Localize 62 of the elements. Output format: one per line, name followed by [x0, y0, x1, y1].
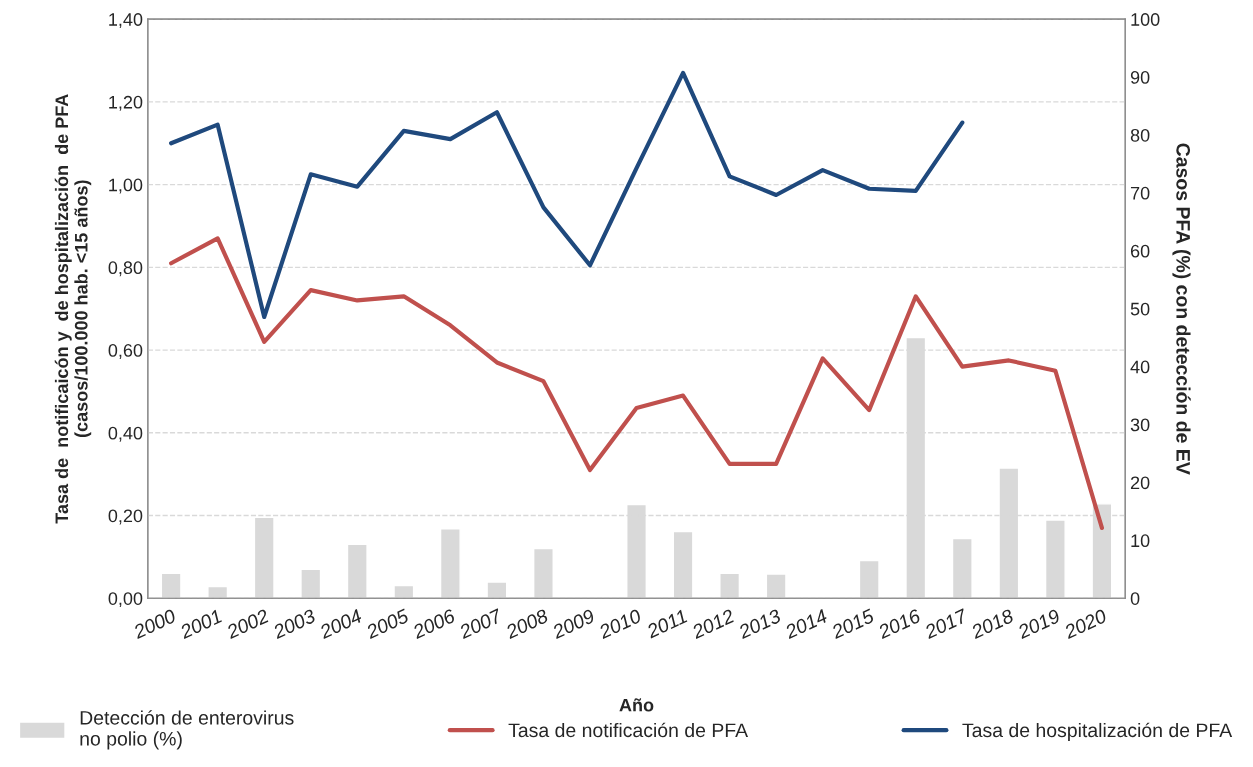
y2-tick-label: 70	[1130, 186, 1150, 200]
y2-tick-label: 90	[1130, 71, 1150, 84]
bar	[393, 584, 415, 599]
x-tick-label: 2008	[504, 608, 550, 640]
x-tick-label: 2003	[271, 608, 317, 640]
x-tick-label: 2010	[597, 608, 643, 640]
x-tick-label: 2001	[178, 609, 223, 640]
bar	[858, 559, 880, 599]
y2-tick-label: 80	[1130, 128, 1150, 142]
bar	[207, 585, 229, 599]
y-tick-label: 0,00	[108, 592, 143, 608]
y-tick-label: 0,20	[108, 509, 143, 525]
x-tick-label: 2004	[318, 608, 363, 640]
bar	[486, 581, 508, 599]
x-tick-label: 2020	[1062, 608, 1108, 640]
bar	[346, 543, 368, 599]
line-series	[169, 70, 965, 320]
y2-tick-label: 20	[1130, 476, 1150, 490]
x-tick-label: 2014	[783, 608, 829, 640]
bar	[300, 568, 322, 599]
y-tick-label: 0,40	[108, 426, 143, 442]
y-axis-title: Tasa de notificaicón y de hospitalización de PFA (casos/100.000 hab. <15 años)	[54, 94, 92, 524]
y-tick-label: 0,60	[108, 344, 143, 359]
y2-tick-label: 30	[1130, 418, 1150, 432]
y-tick-label: 1,40	[109, 13, 143, 29]
bar	[719, 572, 741, 599]
x-tick-label: 2006	[411, 608, 457, 640]
x-tick-label: 2019	[1016, 608, 1062, 640]
y2-tick-label: 50	[1130, 302, 1150, 316]
bar	[765, 573, 787, 599]
y-tick-label: 0,80	[108, 261, 143, 277]
x-tick-label: 2016	[876, 608, 922, 640]
y-tick-label: 1,20	[109, 95, 143, 111]
x-tick-label: 2007	[457, 608, 504, 640]
y-tick-label: 1,00	[109, 178, 143, 194]
x-tick-label: 2017	[923, 608, 969, 640]
x-tick-label: 2012	[690, 608, 736, 640]
x-tick-label: 2011	[645, 609, 688, 639]
bar	[532, 547, 554, 599]
bar	[1044, 519, 1066, 599]
y2-tick-label: 0	[1130, 592, 1140, 605]
y2-tick-label: 100	[1131, 13, 1160, 26]
bar	[951, 537, 973, 599]
legend-label: Tasa de hospitalización de PFA	[962, 722, 1233, 742]
legend-label: Detección de enterovirus no polio (%)	[80, 710, 294, 750]
x-tick-label: 2002	[225, 608, 270, 640]
y2-tick-label: 10	[1131, 534, 1150, 548]
y2-axis-title: Casos PFA (%) con detección de EV	[1172, 143, 1191, 475]
x-tick-label: 2013	[737, 608, 783, 640]
y2-tick-label: 60	[1130, 244, 1150, 258]
bar	[160, 572, 182, 599]
x-tick-label: 2005	[364, 608, 410, 640]
bar	[439, 528, 461, 599]
line-series	[169, 236, 1105, 531]
x-tick-label: 2000	[132, 608, 178, 640]
bar	[672, 530, 694, 599]
x-tick-label: 2015	[830, 608, 876, 640]
x-tick-label: 2009	[550, 608, 596, 640]
x-tick-label: 2018	[969, 608, 1015, 640]
x-axis-title: Año	[619, 698, 654, 712]
legend-label: Tasa de notificación de PFA	[508, 722, 749, 738]
y2-tick-label: 40	[1130, 360, 1150, 374]
